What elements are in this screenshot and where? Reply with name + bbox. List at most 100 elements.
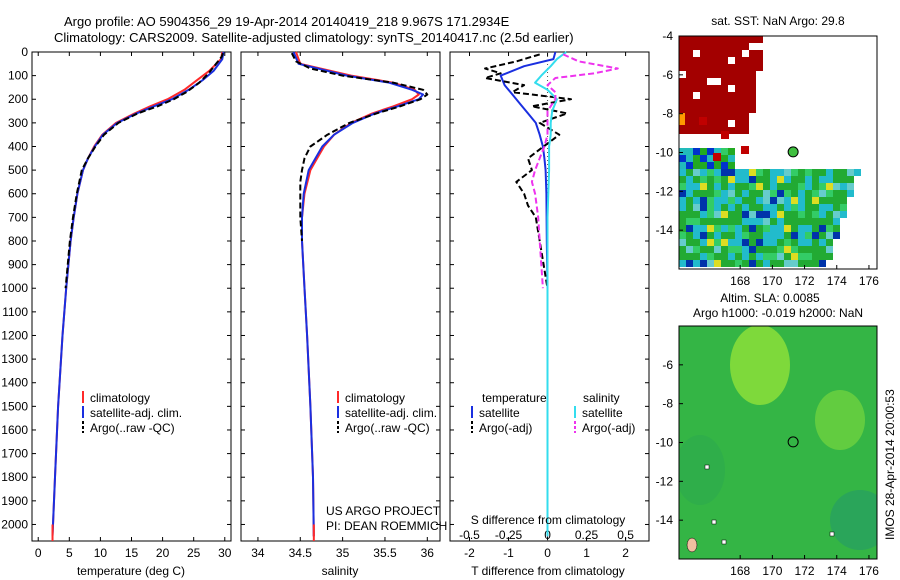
- x-tick-label: 1: [583, 546, 590, 560]
- sst-cell: [700, 57, 707, 64]
- island: [711, 519, 717, 525]
- sst-cell: [686, 176, 693, 183]
- sst-cell: [777, 197, 784, 204]
- sst-cell: [735, 169, 742, 176]
- temperature-panel-frame: [31, 51, 232, 542]
- sst-cell: [707, 246, 714, 253]
- sst-cell: [686, 253, 693, 260]
- sst-cell: [714, 50, 721, 57]
- argo-float-marker-sla: [787, 436, 799, 448]
- sst-cell: [707, 43, 714, 50]
- sst-cell: [700, 78, 707, 85]
- sst-cell: [784, 218, 791, 225]
- sst-cell: [714, 113, 721, 120]
- sst-cell: [812, 232, 819, 239]
- difference-xlabel-top: S difference from climatology: [471, 513, 626, 527]
- legend-climatology-label: climatology: [90, 391, 150, 405]
- sst-cell: [714, 92, 721, 99]
- sst-cell: [721, 50, 728, 57]
- sst-cell: [700, 113, 707, 120]
- sst-cell: [693, 113, 700, 120]
- sst-cell: [742, 225, 749, 232]
- map-y-tick-label: -10: [656, 436, 674, 450]
- sst-cell: [798, 260, 805, 267]
- sst-cell: [784, 183, 791, 190]
- sst-cell: [749, 239, 756, 246]
- sst-cell: [770, 225, 777, 232]
- sst-cell: [826, 183, 833, 190]
- sst-cell: [784, 246, 791, 253]
- sst-cell: [693, 204, 700, 211]
- map-y-tick-label: -14: [656, 513, 674, 527]
- top-x-tick-label: 0.5: [617, 528, 634, 542]
- sst-cell: [805, 190, 812, 197]
- sst-cell: [784, 232, 791, 239]
- sst-cell: [707, 211, 714, 218]
- map-x-tick-label: 172: [795, 274, 815, 288]
- y-tick-label: 1600: [1, 423, 28, 437]
- sst-cell: [770, 246, 777, 253]
- sst-cell: [742, 113, 749, 120]
- sst-cell: [714, 190, 721, 197]
- sst-cell: [756, 183, 763, 190]
- sst-cell: [763, 232, 770, 239]
- sla-high: [730, 326, 790, 405]
- sst-cell: [749, 260, 756, 267]
- sst-cell: [770, 204, 777, 211]
- sst-cell: [693, 246, 700, 253]
- sst-cell: [686, 78, 693, 85]
- legend-t-argo-label: Argo(-adj): [479, 421, 532, 435]
- sst-cell: [749, 50, 756, 57]
- pi-annotation: PI: DEAN ROEMMICH: [326, 519, 447, 533]
- sst-cell: [763, 246, 770, 253]
- sla-map-axes: 168 170 172 174 176 -6 -8 -10 -12 -14: [656, 358, 880, 578]
- y-tick-label: 1500: [1, 399, 28, 413]
- sst-cell: [707, 190, 714, 197]
- sst-cell: [777, 246, 784, 253]
- sst-cell: [700, 50, 707, 57]
- x-tick-label: 5: [66, 546, 73, 560]
- top-x-tick-label: -0.5: [459, 528, 480, 542]
- sst-cell: [728, 239, 735, 246]
- island: [686, 537, 698, 553]
- sst-cell: [833, 169, 840, 176]
- sst-cell: [728, 71, 735, 78]
- sst-cell: [763, 204, 770, 211]
- sst-cell: [693, 78, 700, 85]
- sst-cell: [777, 169, 784, 176]
- sst-cell: [679, 64, 686, 71]
- map-x-tick-label: 174: [827, 564, 847, 578]
- sst-cell: [819, 211, 826, 218]
- y-tick-label: 2000: [1, 517, 28, 531]
- sst-cell: [735, 260, 742, 267]
- sst-cell: [735, 232, 742, 239]
- sst-cell: [805, 253, 812, 260]
- sst-cell: [728, 99, 735, 106]
- sst-cell: [721, 85, 728, 92]
- sst-cell: [798, 197, 805, 204]
- sst-cell: [791, 176, 798, 183]
- sst-cell: [686, 92, 693, 99]
- sst-cell: [721, 120, 728, 127]
- map-x-tick-label: 170: [762, 274, 782, 288]
- sst-cell: [686, 211, 693, 218]
- sst-cell: [728, 85, 735, 92]
- x-tick-label: 35.5: [373, 546, 397, 560]
- sla-low: [679, 435, 725, 505]
- sst-cell: [686, 120, 693, 127]
- sst-cell: [728, 225, 735, 232]
- sst-cell: [679, 169, 686, 176]
- sst-cell: [728, 50, 735, 57]
- sst-cell: [700, 246, 707, 253]
- sst-cell: [728, 176, 735, 183]
- sst-cell: [700, 225, 707, 232]
- legend-satellite-label: satellite-adj. clim.: [90, 406, 182, 420]
- sst-cell: [721, 204, 728, 211]
- sst-cell: [791, 204, 798, 211]
- sst-cell: [707, 155, 714, 162]
- sst-cell: [707, 106, 714, 113]
- sst-cell: [847, 176, 854, 183]
- sst-cell: [770, 260, 777, 267]
- sst-cell: [714, 183, 721, 190]
- sst-cell: [812, 204, 819, 211]
